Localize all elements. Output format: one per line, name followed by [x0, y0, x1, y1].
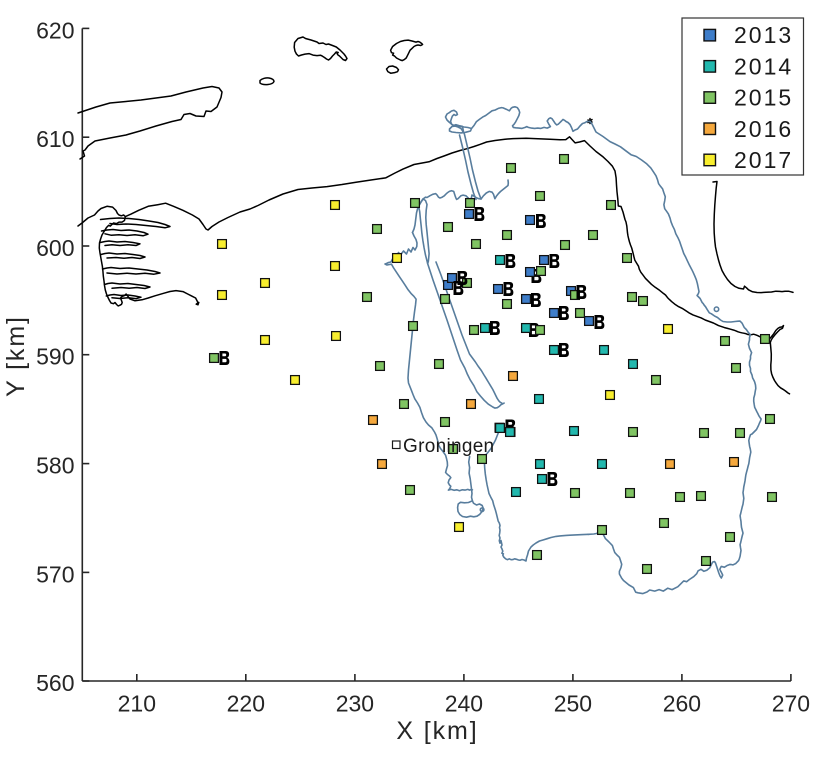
svg-text:Groningen: Groningen [403, 436, 494, 457]
svg-text:230: 230 [336, 691, 374, 717]
svg-text:250: 250 [554, 691, 592, 717]
svg-text:260: 260 [663, 691, 701, 717]
svg-text:2017: 2017 [734, 147, 793, 173]
svg-text:620: 620 [36, 17, 74, 43]
svg-text:610: 610 [36, 126, 74, 152]
svg-text:2016: 2016 [734, 116, 793, 142]
svg-text:220: 220 [227, 691, 265, 717]
svg-text:270: 270 [772, 691, 810, 717]
svg-text:210: 210 [118, 691, 156, 717]
svg-text:590: 590 [36, 344, 74, 370]
svg-text:Y [km]: Y [km] [2, 315, 30, 397]
svg-text:2015: 2015 [734, 85, 793, 111]
svg-text:2014: 2014 [734, 53, 793, 79]
svg-text:580: 580 [36, 453, 74, 479]
svg-text:240: 240 [445, 691, 483, 717]
svg-text:570: 570 [36, 561, 74, 587]
svg-text:560: 560 [36, 670, 74, 696]
svg-text:2013: 2013 [734, 22, 793, 48]
svg-text:600: 600 [36, 235, 74, 261]
svg-text:X [km]: X [km] [396, 717, 478, 745]
